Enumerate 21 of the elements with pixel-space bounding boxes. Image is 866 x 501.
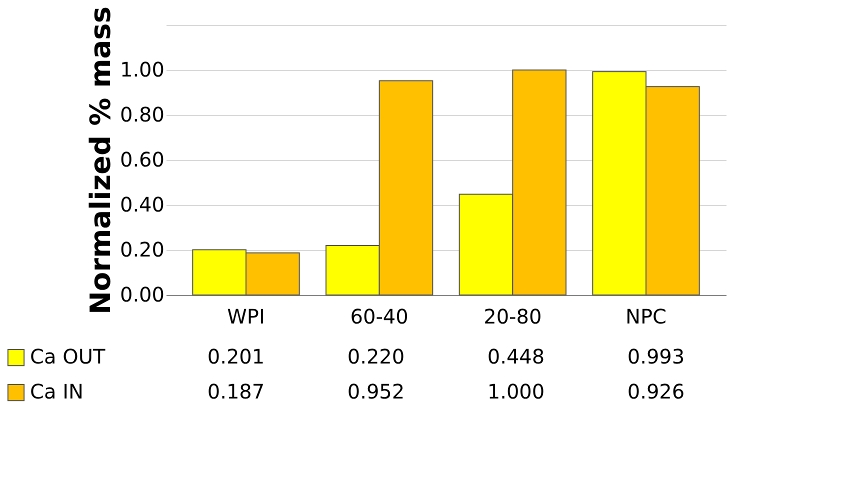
legend-label: Ca OUT: [30, 344, 106, 368]
data-label: 0.952: [347, 380, 405, 404]
data-label: 0.448: [487, 344, 545, 368]
x-tick-label: 20-80: [484, 304, 542, 328]
y-axis-title: Normalized % mass: [84, 6, 117, 315]
data-label: 0.187: [207, 380, 265, 404]
data-label: 0.201: [207, 344, 265, 368]
x-tick-label: WPI: [227, 304, 265, 328]
data-label: 1.000: [487, 380, 545, 404]
data-label: 0.993: [627, 344, 685, 368]
y-tick-label: 0.80: [120, 102, 164, 126]
data-label: 0.926: [627, 380, 685, 404]
x-tick-label: 60-40: [350, 304, 408, 328]
legend-label: Ca IN: [30, 380, 84, 404]
y-tick-label: 0.60: [120, 148, 164, 172]
y-tick-label: 1.00: [120, 58, 164, 82]
data-label: 0.220: [347, 344, 405, 368]
y-tick-label: 0.20: [120, 238, 164, 262]
x-tick-label: NPC: [626, 304, 666, 328]
y-tick-label: 0.40: [120, 192, 164, 216]
y-tick-label: 0.00: [120, 282, 164, 306]
